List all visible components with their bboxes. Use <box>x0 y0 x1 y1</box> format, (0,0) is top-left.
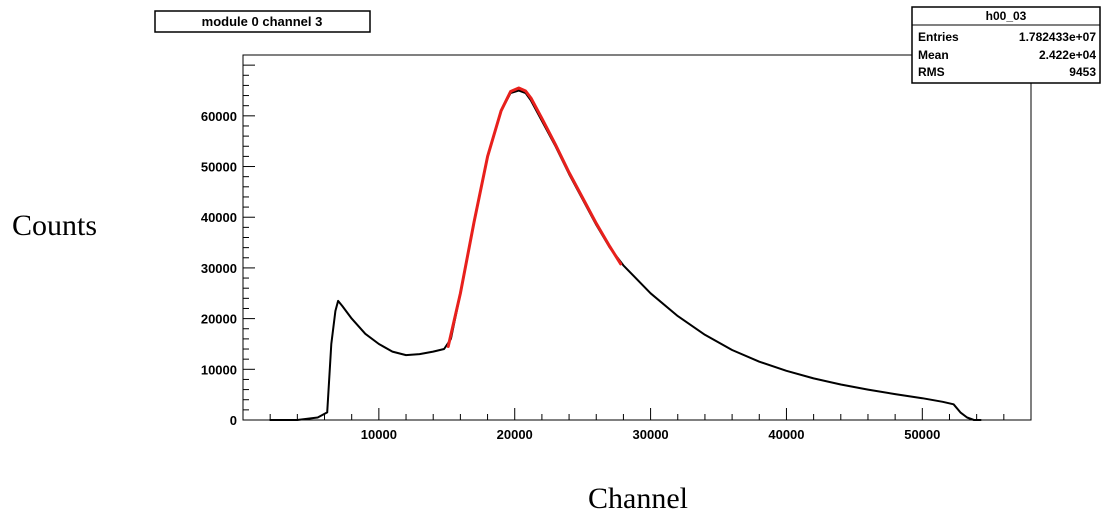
x-tick-label: 30000 <box>633 427 669 442</box>
y-axis-title: Counts <box>12 209 97 242</box>
x-axis-title: Channel <box>588 482 688 515</box>
x-tick-label: 10000 <box>361 427 397 442</box>
x-tick-label: 40000 <box>768 427 804 442</box>
axis-tick-labels: 10000 20000 30000 40000 50000 0 10000 20000 3000… <box>201 109 941 442</box>
y-tick-label: 40000 <box>201 210 237 225</box>
series-layer <box>269 86 982 421</box>
stats-rms-value: 9453 <box>1069 65 1096 79</box>
y-tick-label: 30000 <box>201 261 237 276</box>
plot-frame <box>242 54 1032 421</box>
y-tick-label: 10000 <box>201 362 237 377</box>
stats-box-frame <box>911 6 1101 84</box>
y-tick-label: 50000 <box>201 160 237 175</box>
stats-box: h00_03 Entries 1.782433e+07 Mean 2.422e+… <box>911 6 1101 84</box>
stats-mean-label: Mean <box>918 48 949 62</box>
y-tick-label: 0 <box>230 413 237 428</box>
chart-title: module 0 channel 3 <box>202 14 323 29</box>
y-tick-label: 60000 <box>201 109 237 124</box>
stats-entries-value: 1.782433e+07 <box>1019 30 1096 44</box>
chart-title-box: module 0 channel 3 <box>154 10 371 33</box>
stats-box-name: h00_03 <box>986 9 1027 23</box>
fit-curve <box>446 86 623 348</box>
x-tick-label: 50000 <box>904 427 940 442</box>
stats-mean-value: 2.422e+04 <box>1039 48 1096 62</box>
stats-rms-label: RMS <box>918 65 945 79</box>
x-tick-label: 20000 <box>497 427 533 442</box>
stats-entries-label: Entries <box>918 30 959 44</box>
axis-ticks <box>243 64 1005 420</box>
chart-title-frame <box>154 10 371 33</box>
y-tick-label: 20000 <box>201 312 237 327</box>
